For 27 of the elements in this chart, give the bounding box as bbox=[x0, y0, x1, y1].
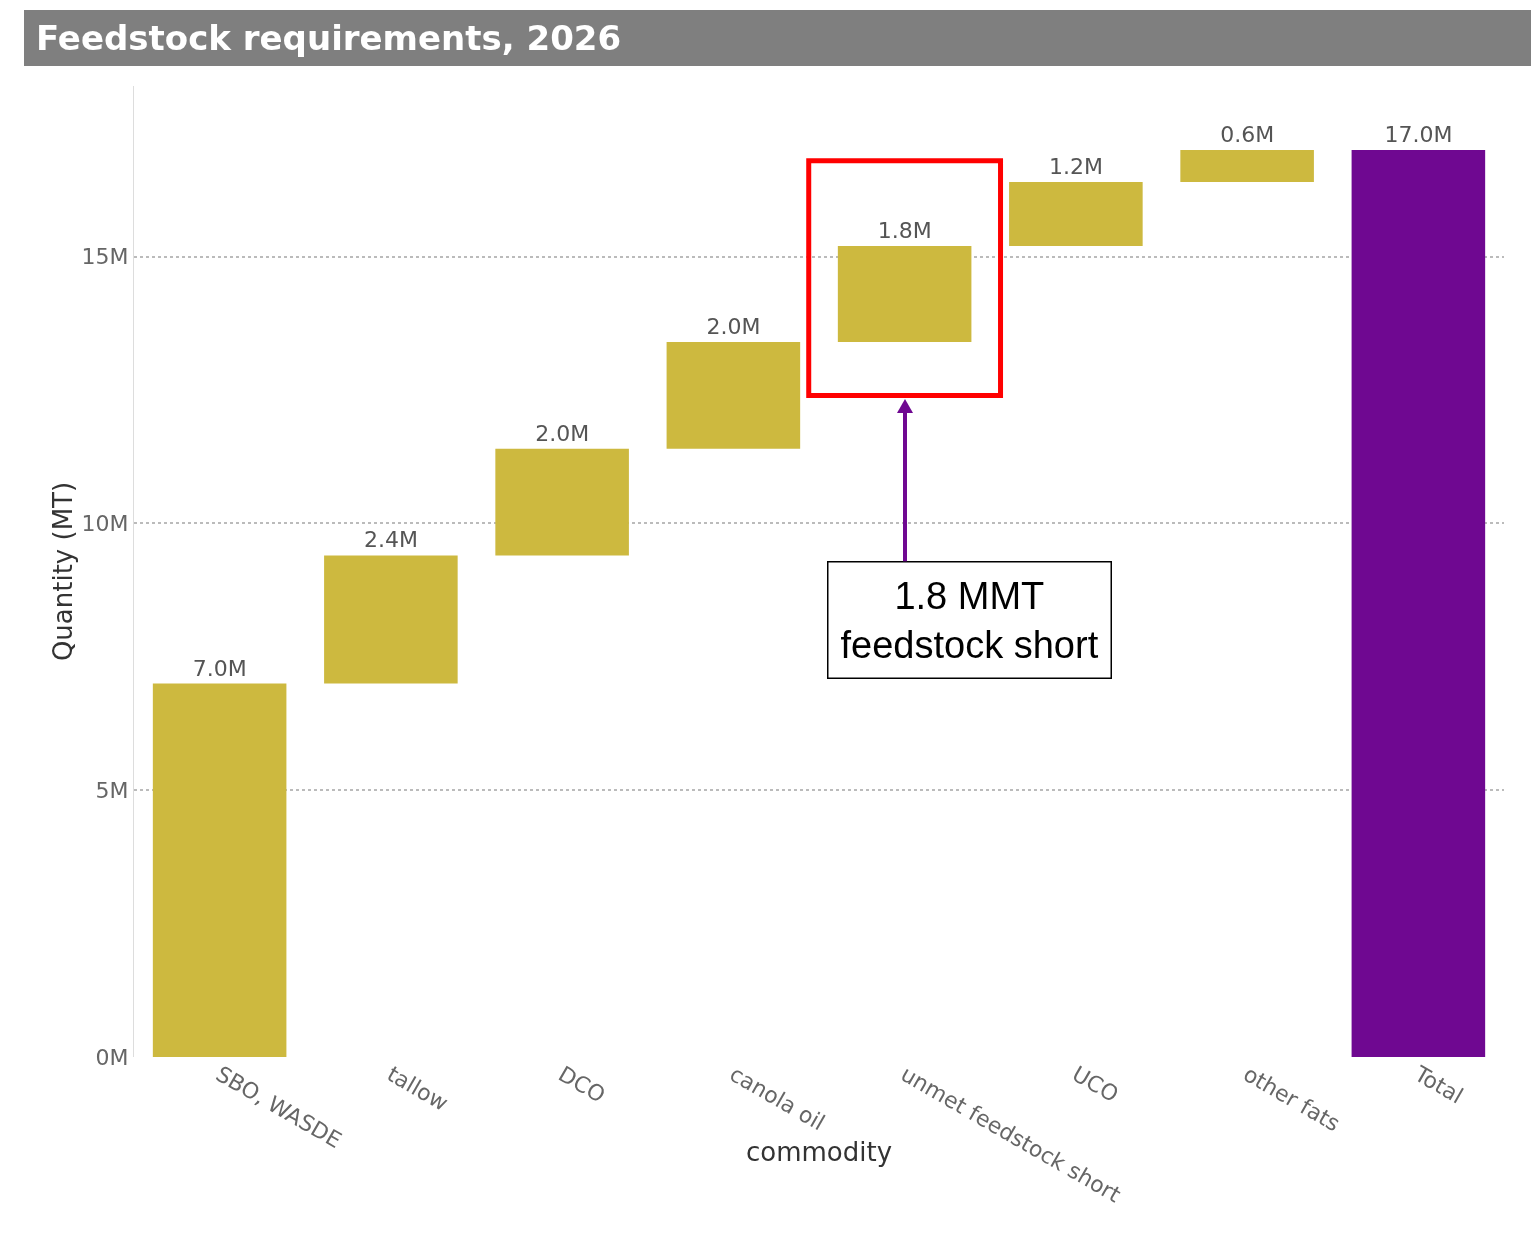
y-tick-label: 5M bbox=[95, 777, 129, 803]
data-label: 2.4M bbox=[363, 527, 418, 553]
bar bbox=[1351, 150, 1486, 1057]
y-tick-label: 10M bbox=[81, 511, 129, 537]
bar bbox=[666, 342, 801, 449]
x-tick-label: other fats bbox=[1239, 1061, 1345, 1137]
bar bbox=[152, 683, 287, 1057]
y-tick-label: 15M bbox=[81, 244, 129, 270]
chart-title: Feedstock requirements, 2026 bbox=[24, 10, 1531, 66]
annotation: 1.8 MMT feedstock short bbox=[840, 574, 1099, 666]
data-label: 2.0M bbox=[535, 420, 590, 446]
y-axis-title: Quantity (MT) bbox=[48, 481, 78, 662]
data-label: 17.0M bbox=[1384, 122, 1453, 148]
data-label: 7.0M bbox=[192, 655, 247, 681]
bar bbox=[837, 246, 972, 343]
bar bbox=[324, 555, 458, 684]
bar bbox=[1009, 182, 1143, 247]
bar bbox=[1180, 150, 1314, 183]
x-axis-title: commodity bbox=[745, 1137, 893, 1168]
data-label: 2.0M bbox=[706, 314, 761, 340]
x-tick-label: UCO bbox=[1067, 1061, 1123, 1108]
y-tick-label: 0M bbox=[95, 1044, 129, 1070]
data-label: 1.2M bbox=[1048, 154, 1103, 180]
data-label: 0.6M bbox=[1220, 122, 1275, 148]
data-label: 1.8M bbox=[877, 218, 932, 244]
bar bbox=[495, 448, 629, 556]
x-tick-label: DCO bbox=[554, 1061, 610, 1108]
